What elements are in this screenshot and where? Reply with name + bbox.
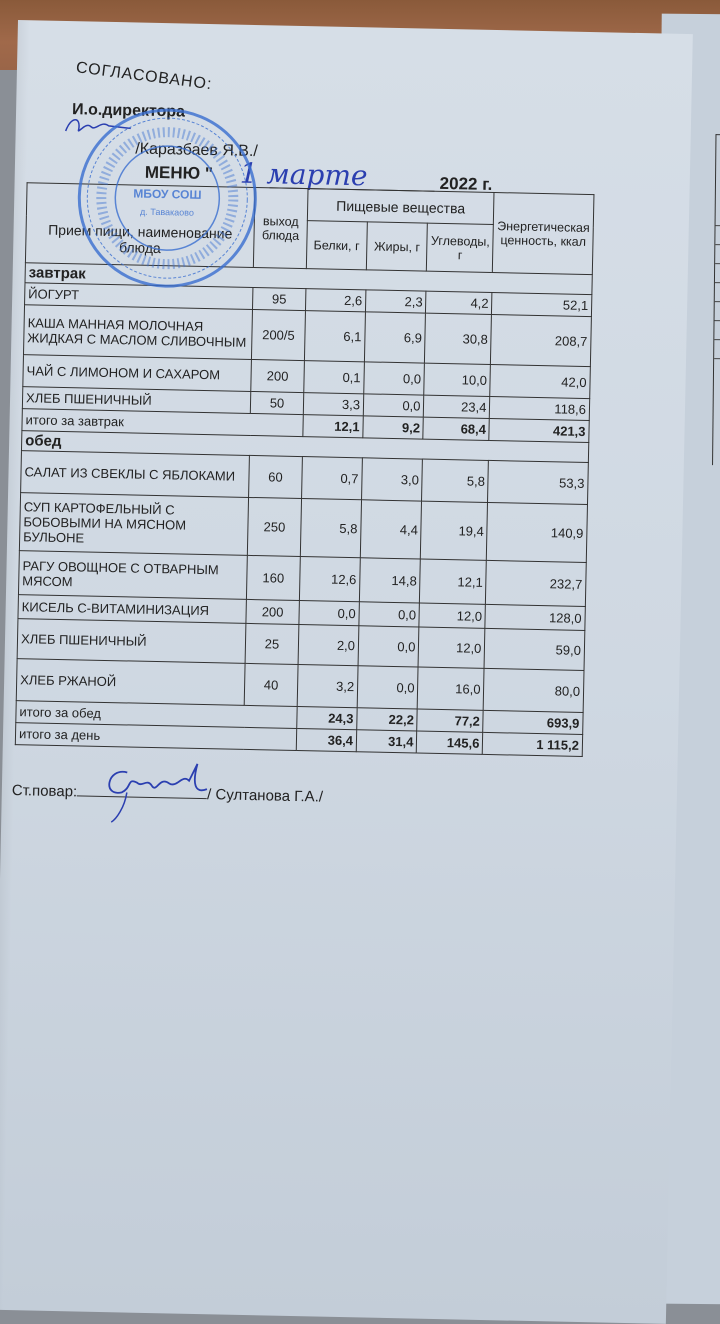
- dish-carbs: 12,0: [418, 627, 486, 669]
- dish-carbs: 10,0: [424, 363, 491, 397]
- dish-energy: 80,0: [483, 668, 585, 713]
- dish-fat: 0,0: [357, 665, 419, 710]
- dish-carbs: 30,8: [424, 313, 492, 365]
- dish-energy: 59,0: [484, 628, 585, 671]
- dish-carbs: 16,0: [417, 667, 485, 711]
- dish-energy: 42,0: [490, 364, 591, 399]
- dish-carbs: 12,1: [419, 559, 487, 605]
- col-protein: Белки, г: [305, 220, 368, 270]
- dish-energy: 118,6: [489, 396, 590, 421]
- svg-text:МБОУ СОШ: МБОУ СОШ: [133, 186, 201, 201]
- dish-carbs: 4,2: [425, 291, 493, 315]
- dish-yield: 160: [246, 555, 300, 601]
- dish-yield: 60: [248, 455, 302, 499]
- dish-energy: 140,9: [486, 502, 588, 563]
- dish-name: СУП КАРТОФЕЛЬНЫЙ С БОБОВЫМИ НА МЯСНОМ БУ…: [19, 492, 249, 556]
- total-carbs: 145,6: [416, 731, 484, 755]
- dish-carbs: 23,4: [423, 395, 491, 419]
- dish-energy: 53,3: [487, 460, 589, 505]
- total-protein: 36,4: [295, 728, 357, 752]
- dish-protein: 2,6: [305, 288, 366, 312]
- dish-yield: 250: [247, 497, 302, 557]
- dish-yield: 200: [246, 599, 299, 625]
- dish-name: ХЛЕБ ПШЕНИЧНЫЙ: [17, 618, 247, 664]
- total-protein: 12,1: [302, 414, 364, 438]
- dish-carbs: 12,0: [419, 603, 486, 629]
- agreed-label: СОГЛАСОВАНО:: [75, 59, 214, 94]
- dish-protein: 2,0: [297, 624, 359, 666]
- dish-protein: 12,6: [298, 556, 361, 602]
- dish-fat: 6,9: [364, 311, 426, 364]
- dish-yield: 40: [244, 663, 298, 707]
- dish-yield: 200/5: [251, 309, 306, 361]
- total-energy: 693,9: [483, 710, 584, 735]
- total-energy: 1 115,2: [482, 732, 583, 757]
- dish-fat: 2,3: [365, 289, 427, 314]
- dish-protein: 0,1: [303, 360, 365, 394]
- col-fat: Жиры, г: [366, 221, 428, 272]
- school-stamp: МБОУ СОШ д. Тавакаово: [77, 108, 257, 288]
- director-signature: [64, 118, 131, 132]
- dish-protein: 0,0: [298, 600, 360, 626]
- dish-yield: 200: [251, 359, 305, 393]
- dish-energy: 128,0: [485, 604, 586, 631]
- dish-energy: 208,7: [490, 314, 592, 367]
- svg-text:д. Тавакаово: д. Тавакаово: [140, 207, 194, 218]
- total-protein: 24,3: [296, 706, 358, 730]
- dish-energy: 52,1: [491, 292, 592, 317]
- col-nutrients: Пищевые вещества: [306, 188, 495, 225]
- dish-fat: 0,0: [358, 625, 420, 668]
- dish-name: ЧАЙ С ЛИМОНОМ И САХАРОМ: [22, 354, 252, 392]
- cook-signature: [108, 763, 208, 823]
- dish-name: ХЛЕБ РЖАНОЙ: [16, 658, 246, 706]
- dish-carbs: 19,4: [420, 501, 488, 561]
- dish-fat: 0,0: [363, 361, 425, 396]
- dish-protein: 0,7: [301, 456, 363, 500]
- dish-yield: 50: [250, 391, 304, 415]
- adjacent-page-table: [712, 134, 720, 466]
- dish-yield: 95: [252, 287, 306, 311]
- dish-fat: 4,4: [360, 499, 422, 560]
- dish-fat: 0,0: [363, 393, 425, 418]
- total-energy: 421,3: [489, 418, 590, 443]
- dish-protein: 5,8: [299, 498, 362, 558]
- dish-energy: 232,7: [485, 560, 587, 607]
- dish-name: КАША МАННАЯ МОЛОЧНАЯ ЖИДКАЯ С МАСЛОМ СЛИ…: [23, 304, 253, 360]
- total-carbs: 68,4: [423, 417, 490, 441]
- total-label: итого за день: [15, 722, 297, 751]
- dish-protein: 3,3: [302, 392, 364, 416]
- menu-document: СОГЛАСОВАНО: И.о.директора /Каразбаев Я.…: [0, 20, 693, 1324]
- dish-fat: 3,0: [361, 457, 423, 502]
- dish-carbs: 5,8: [421, 459, 489, 503]
- dish-name: РАГУ ОВОЩНОЕ С ОТВАРНЫМ МЯСОМ: [18, 550, 248, 600]
- dish-fat: 14,8: [359, 557, 421, 604]
- total-carbs: 77,2: [417, 709, 484, 733]
- col-carbs: Углеводы, г: [426, 223, 494, 273]
- dish-fat: 0,0: [358, 601, 420, 628]
- total-fat: 9,2: [362, 415, 424, 440]
- total-fat: 31,4: [356, 729, 418, 754]
- dish-protein: 3,2: [296, 664, 359, 708]
- dish-name: САЛАТ ИЗ СВЕКЛЫ С ЯБЛОКАМИ: [20, 450, 250, 498]
- col-energy: Энергетическая ценность, ккал: [492, 192, 594, 275]
- dish-yield: 25: [245, 623, 299, 665]
- dish-protein: 6,1: [304, 310, 366, 362]
- total-fat: 22,2: [356, 707, 418, 732]
